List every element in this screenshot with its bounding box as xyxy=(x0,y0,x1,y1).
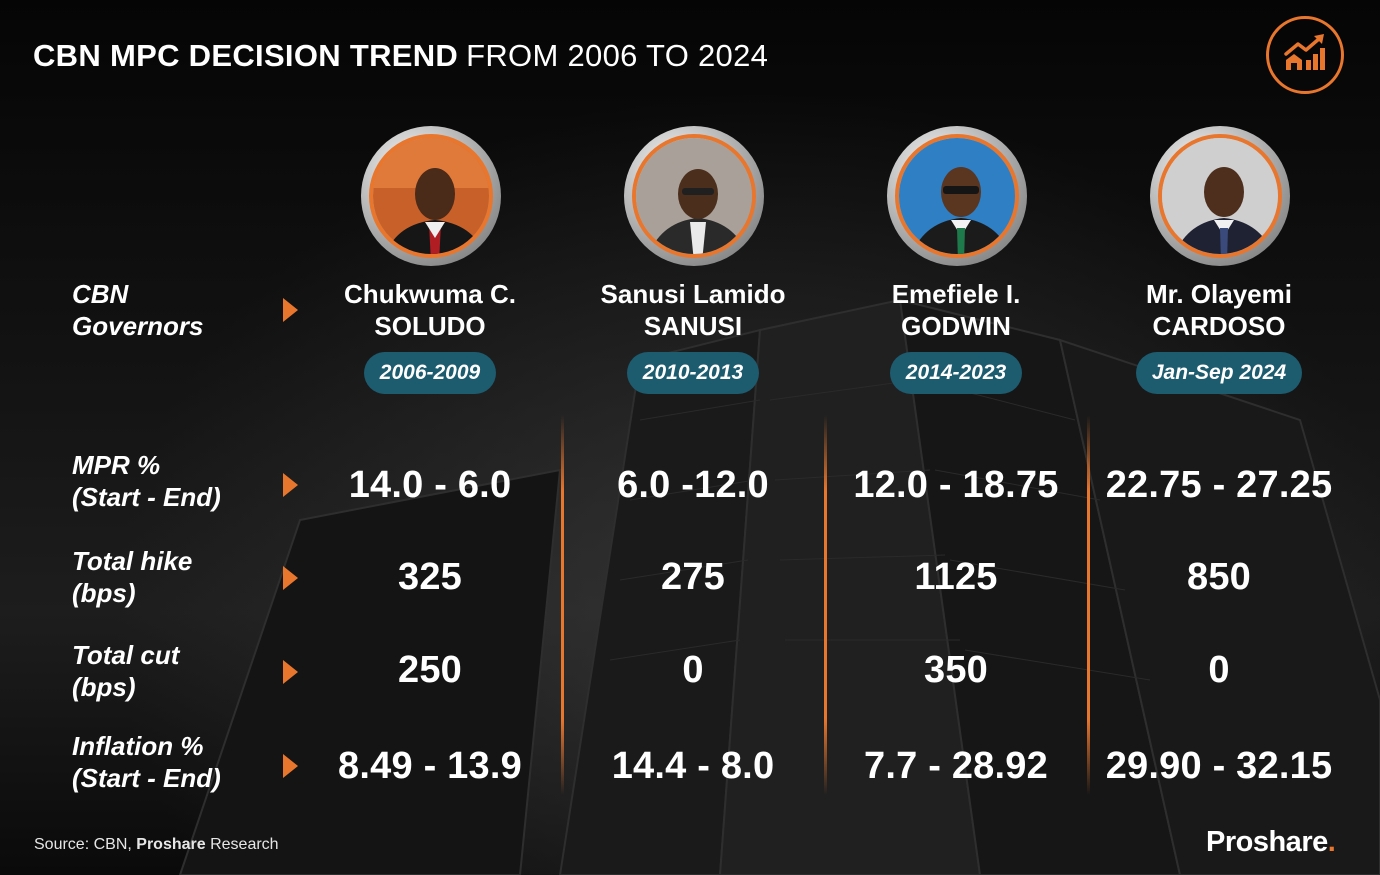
brand-logo: Proshare. xyxy=(1206,826,1336,859)
row-label-line: (bps) xyxy=(72,672,136,702)
cut-value: 0 xyxy=(1208,649,1230,691)
row-label-line: Total cut xyxy=(72,640,180,670)
row-label-inflation: Inflation % (Start - End) xyxy=(72,730,221,794)
arrow-icon xyxy=(283,660,298,684)
period-pill: Jan-Sep 2024 xyxy=(1135,352,1303,394)
hike-value: 850 xyxy=(1186,556,1251,598)
period-pill: 2010-2013 xyxy=(626,352,760,394)
governor-name: Sanusi Lamido SANUSI xyxy=(563,278,823,342)
inflation-value: 7.7 - 28.92 xyxy=(864,745,1048,787)
row-label-line: MPR % xyxy=(72,450,161,480)
column-divider xyxy=(1087,415,1090,795)
row-label-line: CBN xyxy=(72,279,129,309)
cut-value: 0 xyxy=(682,649,704,691)
inflation-value: 8.49 - 13.9 xyxy=(338,745,522,787)
governor-column-sanusi: Sanusi Lamido SANUSI xyxy=(563,278,823,342)
cut-value: 250 xyxy=(397,649,462,691)
brand-name: Proshare xyxy=(1206,826,1328,858)
governor-last-name: GODWIN xyxy=(901,311,1011,341)
row-label-line: (Start - End) xyxy=(72,763,221,793)
governor-photo xyxy=(1150,126,1290,266)
period-pill-wrap: Jan-Sep 2024 xyxy=(1089,352,1349,394)
period-pill: 2006-2009 xyxy=(363,352,497,394)
house-growth-chart-icon xyxy=(1266,16,1344,94)
hike-value: 1125 xyxy=(914,556,998,598)
row-label-governors: CBN Governors xyxy=(72,278,204,342)
hike-value: 275 xyxy=(660,556,725,598)
governor-name: Chukwuma C. SOLUDO xyxy=(300,278,560,342)
title-bold: CBN MPC DECISION TREND xyxy=(33,38,459,73)
row-label-line: Total hike xyxy=(72,546,193,576)
mpr-value: 6.0 -12.0 xyxy=(617,464,769,506)
row-label-line: Inflation % xyxy=(72,731,204,761)
governor-last-name: CARDOSO xyxy=(1152,311,1286,341)
governor-first-name: Chukwuma C. xyxy=(344,279,516,309)
governor-first-name: Sanusi Lamido xyxy=(600,279,786,309)
governor-name: Emefiele I. GODWIN xyxy=(826,278,1086,342)
inflation-value: 14.4 - 8.0 xyxy=(611,745,775,787)
arrow-icon xyxy=(283,473,298,497)
row-label-hike: Total hike (bps) xyxy=(72,545,192,609)
row-label-line: (bps) xyxy=(72,578,136,608)
governor-last-name: SANUSI xyxy=(643,311,743,341)
cut-value: 350 xyxy=(923,649,988,691)
period-pill-wrap: 2006-2009 xyxy=(300,352,560,394)
governor-photo xyxy=(624,126,764,266)
arrow-icon xyxy=(283,298,298,322)
row-label-line: (Start - End) xyxy=(72,482,221,512)
source-suffix: Research xyxy=(210,836,279,853)
period-pill: 2014-2023 xyxy=(889,352,1023,394)
source-prefix: Source: CBN, xyxy=(34,836,132,853)
period-pill-wrap: 2014-2023 xyxy=(826,352,1086,394)
governor-column-cardoso: Mr. Olayemi CARDOSO xyxy=(1089,278,1349,342)
source-note: Source: CBN, Proshare Research xyxy=(34,836,279,854)
title-light: FROM 2006 TO 2024 xyxy=(466,38,769,73)
column-divider xyxy=(561,415,564,795)
governor-column-soludo: Chukwuma C. SOLUDO xyxy=(300,278,560,342)
row-label-line: Governors xyxy=(72,311,204,341)
column-divider xyxy=(824,415,827,795)
governor-photo xyxy=(361,126,501,266)
arrow-icon xyxy=(283,754,298,778)
inflation-value: 29.90 - 32.15 xyxy=(1105,745,1333,787)
page-title: CBN MPC DECISION TREND FROM 2006 TO 2024 xyxy=(33,38,768,74)
governor-column-emefiele: Emefiele I. GODWIN xyxy=(826,278,1086,342)
row-label-cut: Total cut (bps) xyxy=(72,639,179,703)
governor-first-name: Emefiele I. xyxy=(891,279,1021,309)
source-brand: Proshare xyxy=(136,836,206,853)
brand-dot: . xyxy=(1327,826,1336,858)
governor-name: Mr. Olayemi CARDOSO xyxy=(1089,278,1349,342)
mpr-value: 22.75 - 27.25 xyxy=(1105,464,1333,506)
governor-photo xyxy=(887,126,1027,266)
hike-value: 325 xyxy=(397,556,462,598)
mpr-value: 14.0 - 6.0 xyxy=(348,464,512,506)
row-label-mpr: MPR % (Start - End) xyxy=(72,449,221,513)
governor-last-name: SOLUDO xyxy=(374,311,486,341)
period-pill-wrap: 2010-2013 xyxy=(563,352,823,394)
governor-first-name: Mr. Olayemi xyxy=(1146,279,1292,309)
mpr-value: 12.0 - 18.75 xyxy=(853,464,1059,506)
arrow-icon xyxy=(283,566,298,590)
